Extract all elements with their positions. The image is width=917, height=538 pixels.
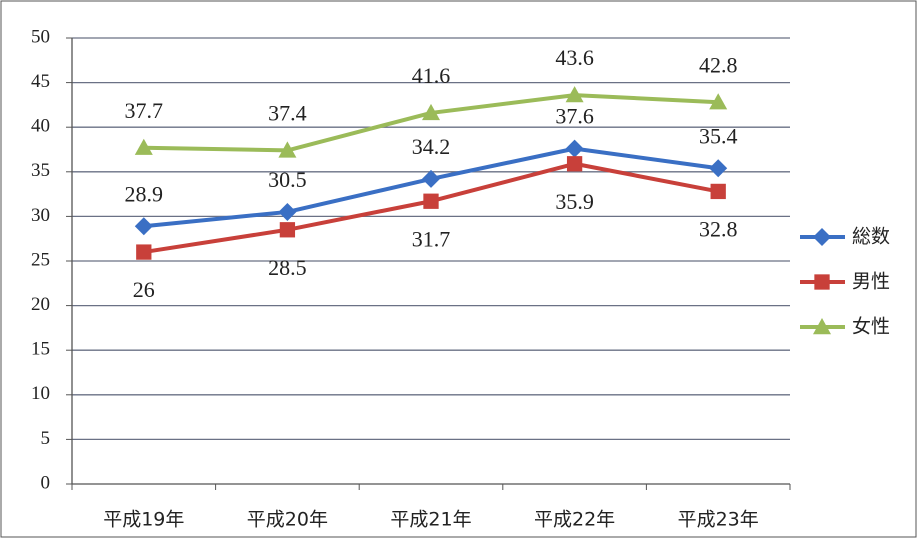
data-label: 28.5 xyxy=(268,255,307,280)
marker xyxy=(814,274,830,290)
data-label: 28.9 xyxy=(125,181,164,206)
marker xyxy=(710,183,726,200)
y-tick-label: 0 xyxy=(41,472,51,493)
marker xyxy=(134,217,153,236)
marker xyxy=(279,222,296,238)
data-label: 43.6 xyxy=(555,45,594,70)
marker xyxy=(565,86,584,103)
marker xyxy=(422,169,440,188)
data-label: 26 xyxy=(133,277,155,302)
x-tick-label: 平成23年 xyxy=(678,509,759,531)
marker xyxy=(134,138,153,155)
y-tick-label: 25 xyxy=(31,249,50,270)
y-tick-label: 20 xyxy=(31,294,50,315)
marker xyxy=(278,202,297,221)
y-tick-label: 40 xyxy=(31,116,50,137)
data-label: 35.4 xyxy=(699,123,738,148)
legend-label: 総数 xyxy=(852,226,890,248)
x-tick-label: 平成21年 xyxy=(390,509,471,531)
y-tick-label: 45 xyxy=(31,71,50,92)
marker xyxy=(813,228,831,246)
y-tick-label: 10 xyxy=(31,383,50,404)
marker xyxy=(566,156,583,172)
data-label: 37.4 xyxy=(268,100,307,125)
y-tick-label: 5 xyxy=(41,428,51,449)
data-label: 42.8 xyxy=(699,52,738,77)
x-tick-label: 平成22年 xyxy=(534,509,615,531)
data-label: 31.7 xyxy=(412,226,451,251)
marker xyxy=(709,93,728,110)
legend-label: 女性 xyxy=(852,316,890,338)
data-label: 37.7 xyxy=(125,98,164,123)
legend-label: 男性 xyxy=(852,271,890,293)
data-label: 32.8 xyxy=(699,216,738,241)
x-tick-label: 平成19年 xyxy=(103,509,184,531)
data-label: 35.9 xyxy=(555,189,594,214)
data-label: 37.6 xyxy=(555,104,594,129)
y-tick-label: 50 xyxy=(31,26,50,47)
marker xyxy=(136,244,152,260)
marker xyxy=(565,139,584,158)
marker xyxy=(422,103,440,121)
marker xyxy=(278,141,297,158)
data-label: 41.6 xyxy=(412,63,451,88)
y-tick-label: 35 xyxy=(31,160,50,181)
data-label: 30.5 xyxy=(268,167,307,192)
y-tick-label: 30 xyxy=(31,205,50,226)
marker xyxy=(423,193,439,209)
y-tick-label: 15 xyxy=(31,339,50,360)
data-label: 34.2 xyxy=(412,134,451,159)
marker xyxy=(709,159,728,178)
x-tick-label: 平成20年 xyxy=(247,509,328,531)
marker xyxy=(813,318,831,335)
